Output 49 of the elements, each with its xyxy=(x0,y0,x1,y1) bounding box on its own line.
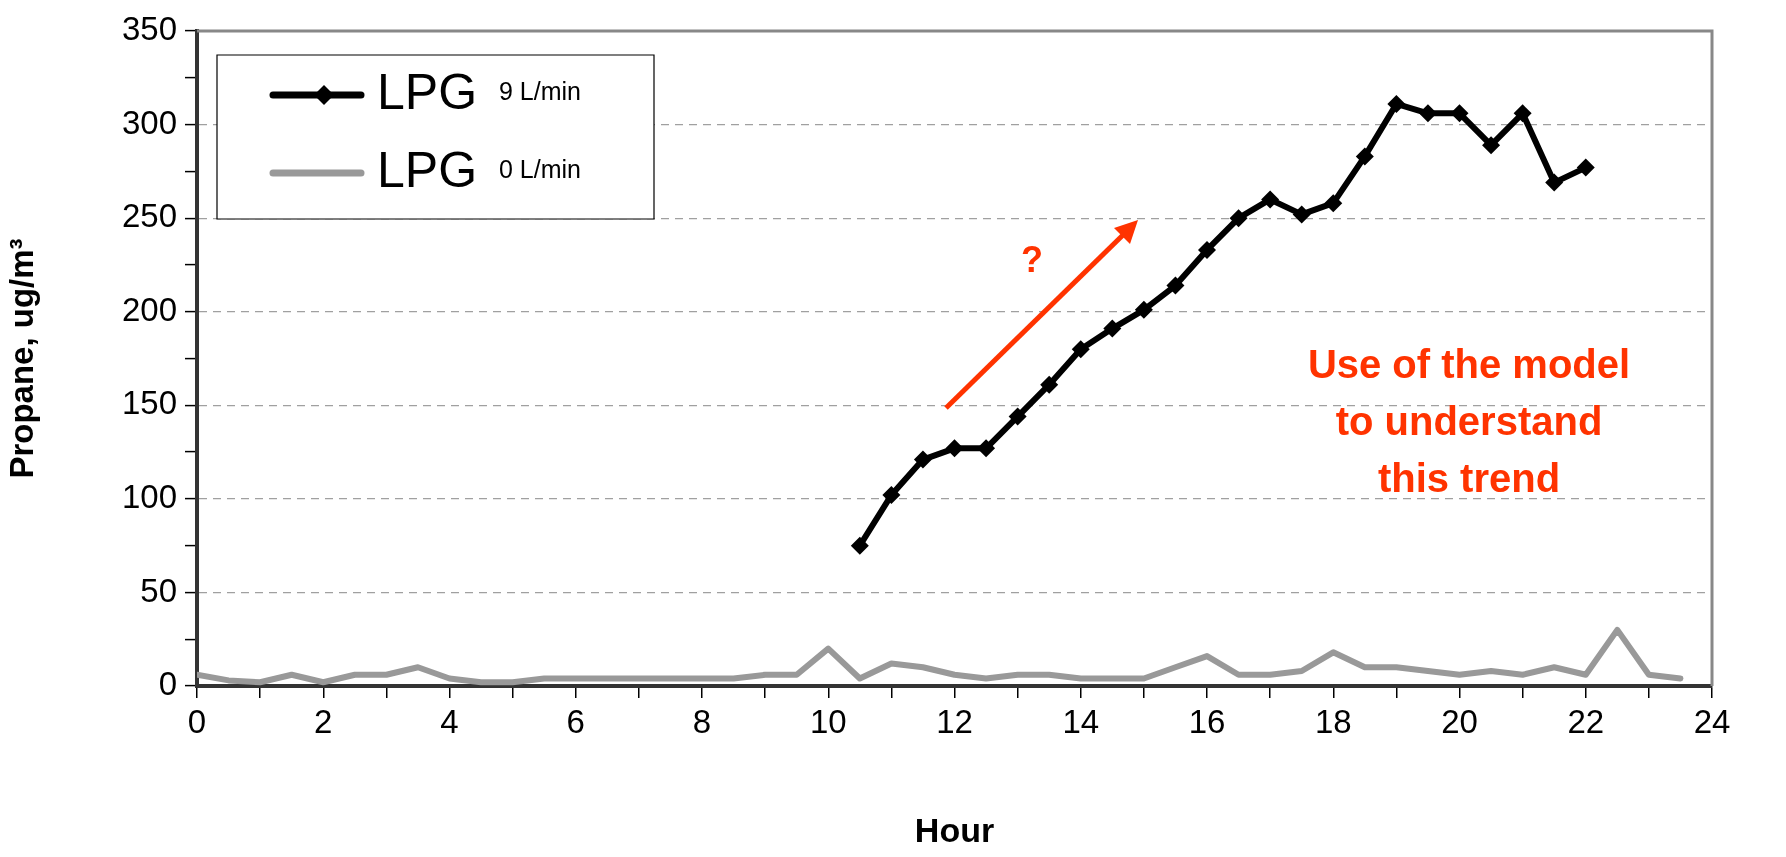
point xyxy=(1166,276,1185,295)
point xyxy=(977,439,996,458)
point xyxy=(1040,375,1059,394)
x-tick-label: 2 xyxy=(314,702,333,740)
x-tick-label: 0 xyxy=(187,702,207,740)
point xyxy=(1387,94,1406,113)
point xyxy=(1324,194,1343,213)
point xyxy=(850,536,869,555)
y-tick-label: 100 xyxy=(121,477,177,515)
x-tick-label: 18 xyxy=(1314,702,1352,740)
point xyxy=(1261,190,1280,209)
legend-label: LPG 9 L/min xyxy=(377,63,581,120)
legend-label: LPG 0 L/min xyxy=(377,141,581,198)
point xyxy=(882,486,901,505)
y-tick-label: 50 xyxy=(140,571,177,609)
point xyxy=(1513,104,1532,123)
point xyxy=(1576,158,1595,177)
x-tick-label: 24 xyxy=(1693,702,1731,740)
point xyxy=(1134,300,1153,319)
point xyxy=(1008,407,1027,426)
point xyxy=(1355,147,1374,166)
y-tick-label: 350 xyxy=(121,10,177,48)
x-tick-label: 10 xyxy=(809,702,847,740)
x-tick-label: 4 xyxy=(440,702,459,740)
y-axis-title: Propane, ug/m³ xyxy=(2,238,40,479)
point xyxy=(1418,104,1437,123)
y-tick-label: 300 xyxy=(121,103,177,141)
y-tick-label: 200 xyxy=(121,290,177,328)
point xyxy=(913,450,932,469)
y-tick-label: 250 xyxy=(121,197,177,235)
y-tick-label: 0 xyxy=(158,665,177,703)
x-tick-label: 14 xyxy=(1062,702,1100,740)
point xyxy=(1292,205,1311,224)
point xyxy=(1482,136,1501,155)
x-tick-label: 20 xyxy=(1441,702,1478,740)
point xyxy=(1545,173,1564,192)
x-axis-title: Hour xyxy=(914,810,995,849)
x-tick-label: 16 xyxy=(1188,702,1226,740)
y-tick-label: 150 xyxy=(121,384,177,422)
x-tick-label: 8 xyxy=(692,702,712,740)
point xyxy=(1071,340,1090,359)
point xyxy=(1103,319,1122,338)
x-tick-label: 22 xyxy=(1567,702,1605,740)
point xyxy=(1229,209,1248,228)
x-tick-label: 6 xyxy=(566,702,585,740)
x-tick-label: 12 xyxy=(936,702,973,740)
point xyxy=(1198,240,1216,259)
annotation: Use of the model to understand this trend xyxy=(1307,342,1631,501)
annotation: ? xyxy=(1021,238,1043,280)
